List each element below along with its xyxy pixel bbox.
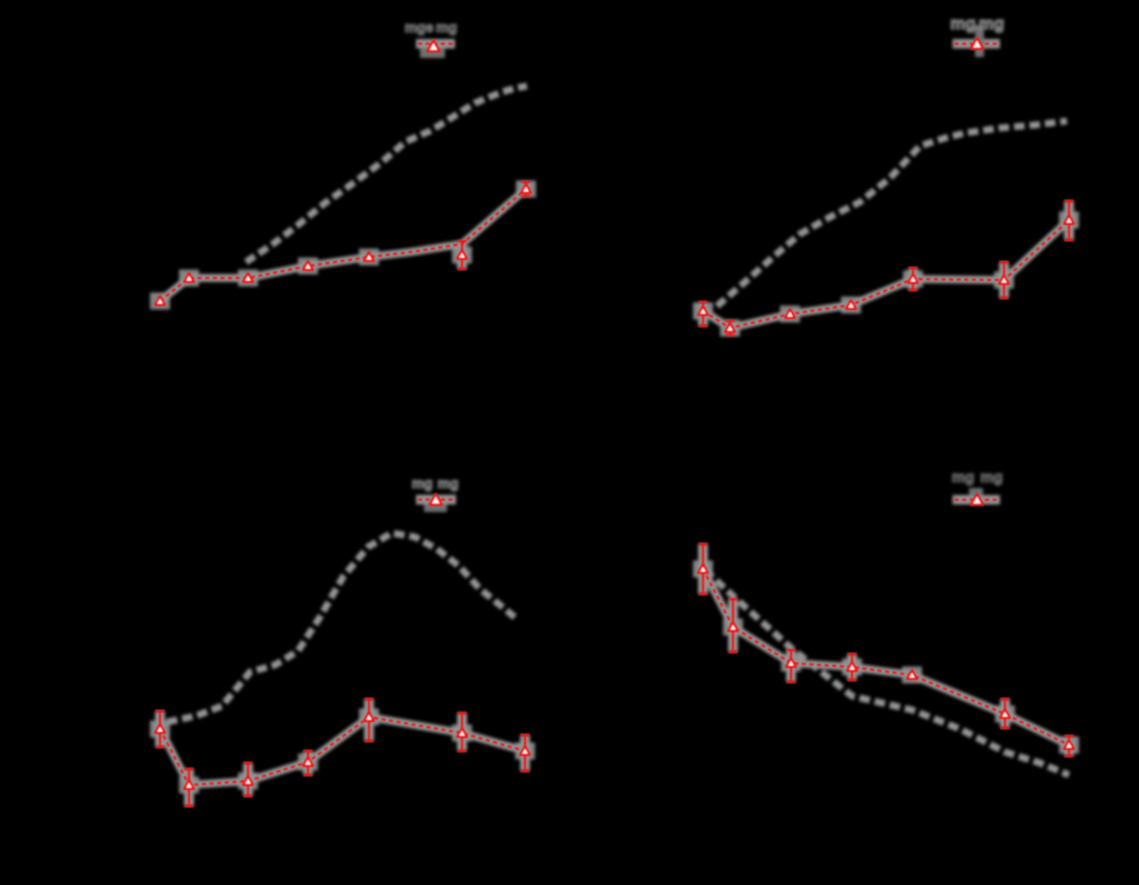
svg-text:mg: mg xyxy=(980,469,1003,486)
svg-text:mg: mg xyxy=(950,14,976,33)
svg-text:mg: mg xyxy=(438,475,459,491)
svg-text:mge: mge xyxy=(405,19,434,35)
svg-text:mg: mg xyxy=(412,475,433,491)
svg-text:mg: mg xyxy=(436,19,457,35)
svg-text:mg: mg xyxy=(952,469,975,486)
svg-text:mg: mg xyxy=(979,14,1005,33)
